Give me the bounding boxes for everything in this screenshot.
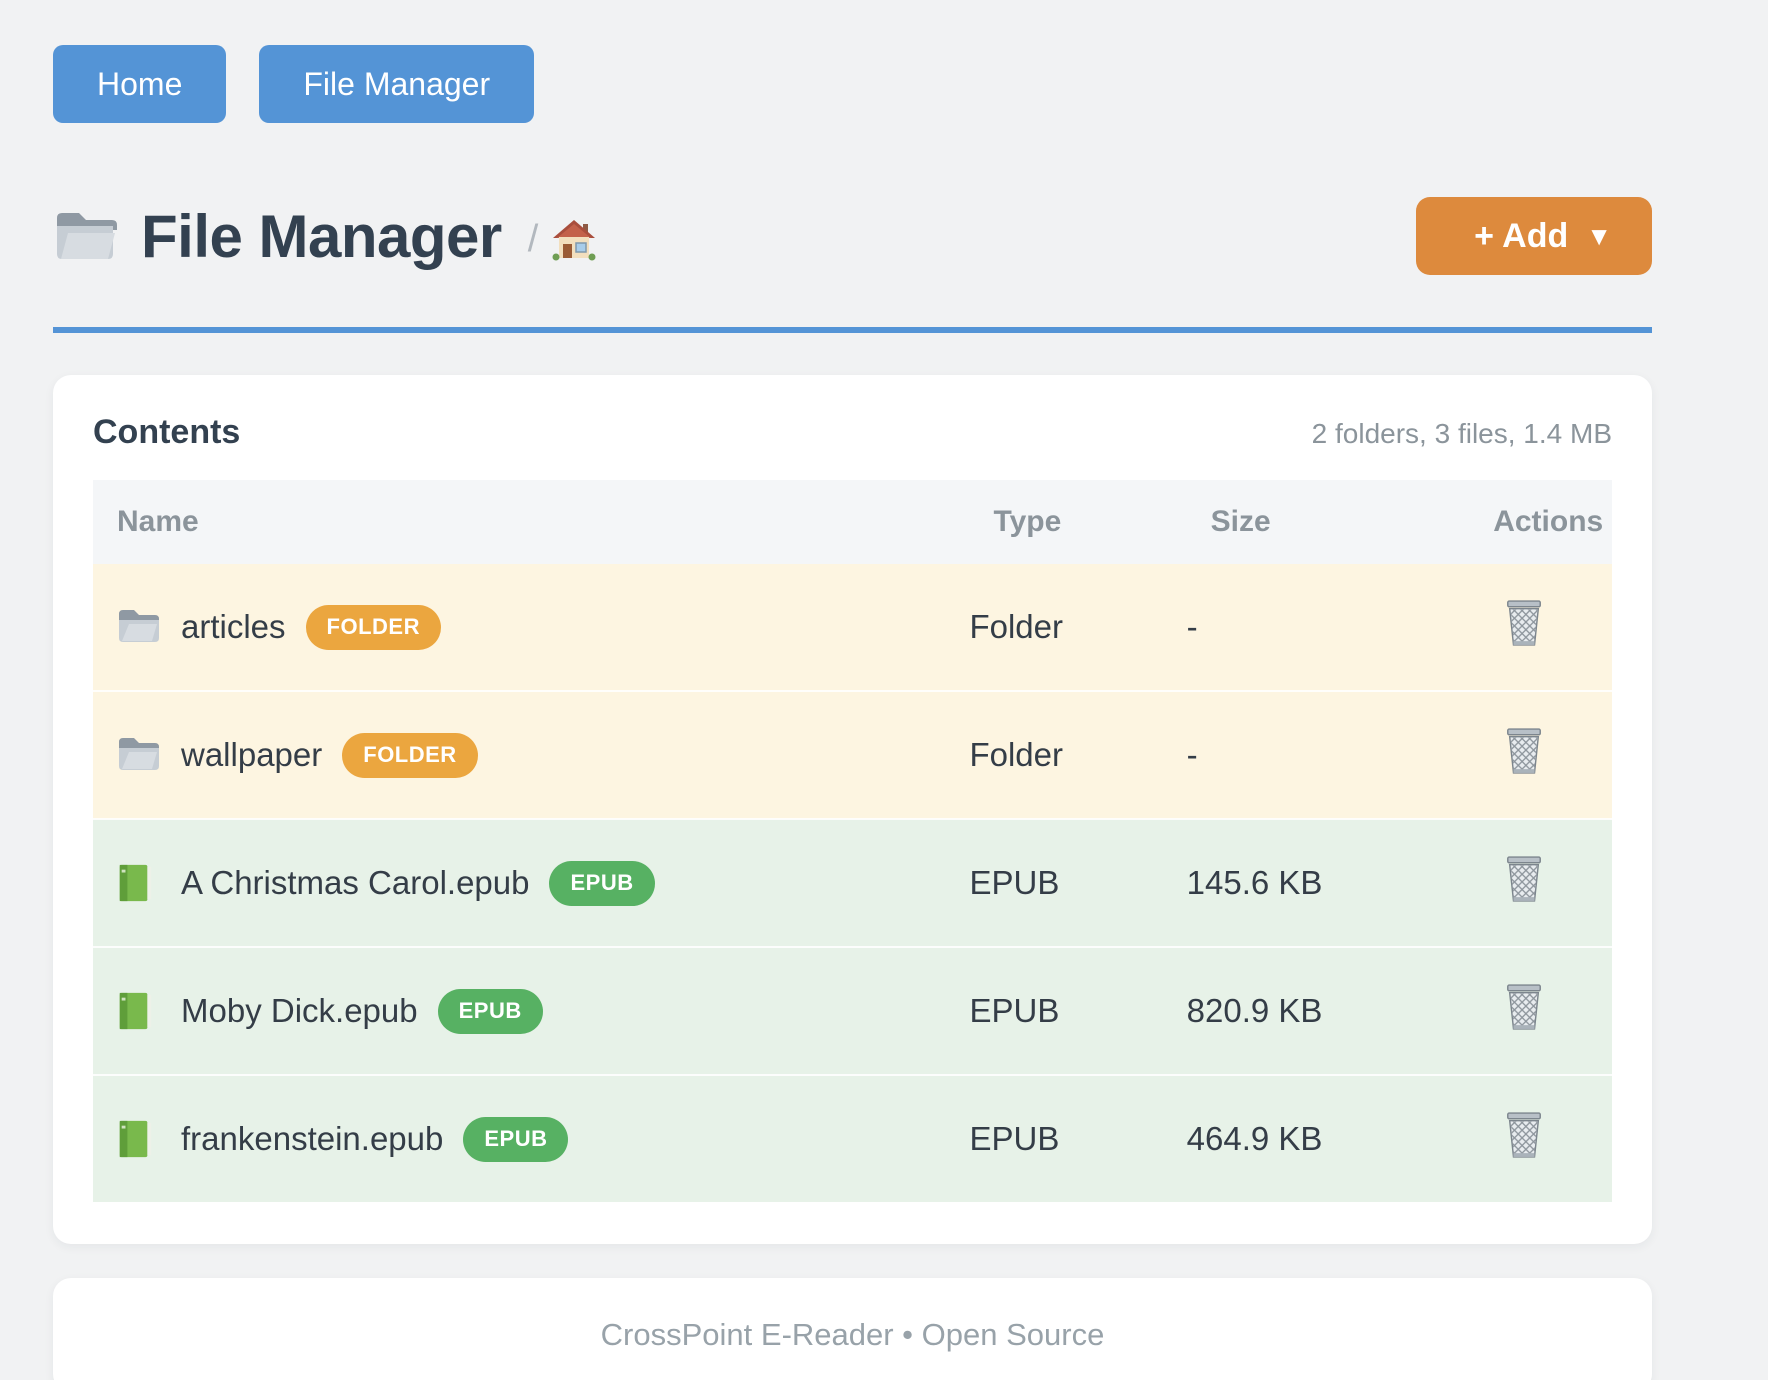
card-header: Contents 2 folders, 3 files, 1.4 MB: [93, 413, 1612, 452]
table-row: frankenstein.epub EPUB EPUB 464.9 KB: [93, 1074, 1612, 1202]
column-header-name: Name: [93, 480, 970, 564]
delete-button[interactable]: [1503, 983, 1545, 1031]
page-header: File Manager / + Add ▼: [53, 197, 1652, 275]
book-icon: [117, 863, 159, 903]
type-badge: EPUB: [463, 1116, 569, 1162]
contents-card: Contents 2 folders, 3 files, 1.4 MB Name…: [53, 375, 1652, 1244]
file-name[interactable]: articles: [181, 608, 286, 645]
table-body: articles FOLDER Folder -: [93, 564, 1612, 1202]
contents-summary: 2 folders, 3 files, 1.4 MB: [1311, 418, 1612, 449]
type-badge: FOLDER: [305, 604, 441, 650]
size-cell: 145.6 KB: [1186, 818, 1470, 947]
type-cell: EPUB: [969, 1074, 1187, 1202]
type-cell: Folder: [969, 608, 1064, 645]
size-cell: 464.9 KB: [1186, 1074, 1470, 1202]
table-row: articles FOLDER Folder -: [93, 564, 1612, 691]
folder-icon: [53, 208, 119, 264]
folder-icon: [117, 735, 159, 775]
footer-text: CrossPoint E-Reader • Open Source: [600, 1317, 1105, 1352]
table-row: A Christmas Carol.epub EPUB EPUB 145.6 K…: [93, 818, 1612, 947]
book-icon: [117, 991, 159, 1031]
column-header-type: Type: [969, 480, 1187, 564]
add-button[interactable]: + Add ▼: [1416, 197, 1652, 275]
breadcrumb-separator: /: [527, 217, 539, 260]
delete-button[interactable]: [1503, 1111, 1545, 1159]
trash-icon: [1503, 728, 1545, 778]
page-title: File Manager: [141, 202, 502, 270]
type-badge: FOLDER: [342, 732, 478, 778]
file-name[interactable]: A Christmas Carol.epub: [181, 864, 530, 901]
file-manager-nav-button[interactable]: File Manager: [259, 45, 535, 123]
type-badge: EPUB: [549, 860, 655, 906]
trash-icon: [1503, 856, 1545, 906]
home-nav-button[interactable]: Home: [53, 45, 227, 123]
table-row: wallpaper FOLDER Folder -: [93, 690, 1612, 819]
delete-button[interactable]: [1503, 599, 1545, 647]
card-title: Contents: [93, 413, 241, 451]
type-cell: EPUB: [969, 946, 1187, 1075]
folder-icon: [117, 607, 159, 647]
column-header-size: Size: [1186, 480, 1470, 564]
file-name[interactable]: Moby Dick.epub: [181, 992, 418, 1029]
trash-icon: [1503, 1112, 1545, 1162]
top-nav: Home File Manager: [53, 45, 1652, 123]
add-label: + Add: [1474, 216, 1569, 255]
home-icon[interactable]: [552, 218, 596, 262]
delete-button[interactable]: [1503, 727, 1545, 775]
type-badge: EPUB: [437, 988, 543, 1034]
footer: CrossPoint E-Reader • Open Source: [53, 1278, 1652, 1380]
trash-icon: [1503, 600, 1545, 650]
delete-button[interactable]: [1503, 855, 1545, 903]
file-name[interactable]: frankenstein.epub: [181, 1120, 444, 1157]
book-icon: [117, 1119, 159, 1159]
trash-icon: [1503, 984, 1545, 1034]
size-cell: 820.9 KB: [1186, 946, 1470, 1075]
file-name[interactable]: wallpaper: [181, 736, 323, 773]
size-cell: -: [1186, 690, 1470, 819]
table-header: Name Type Size Actions: [93, 480, 1612, 564]
caret-down-icon: ▼: [1586, 220, 1612, 251]
table-row: Moby Dick.epub EPUB EPUB 820.9 KB: [93, 946, 1612, 1075]
title-divider: [53, 327, 1652, 333]
files-table: Name Type Size Actions articles: [93, 480, 1612, 1202]
type-cell: EPUB: [969, 818, 1187, 947]
type-cell: Folder: [969, 690, 1187, 819]
column-header-actions: Actions: [1469, 480, 1612, 564]
size-cell: -: [1186, 608, 1198, 645]
